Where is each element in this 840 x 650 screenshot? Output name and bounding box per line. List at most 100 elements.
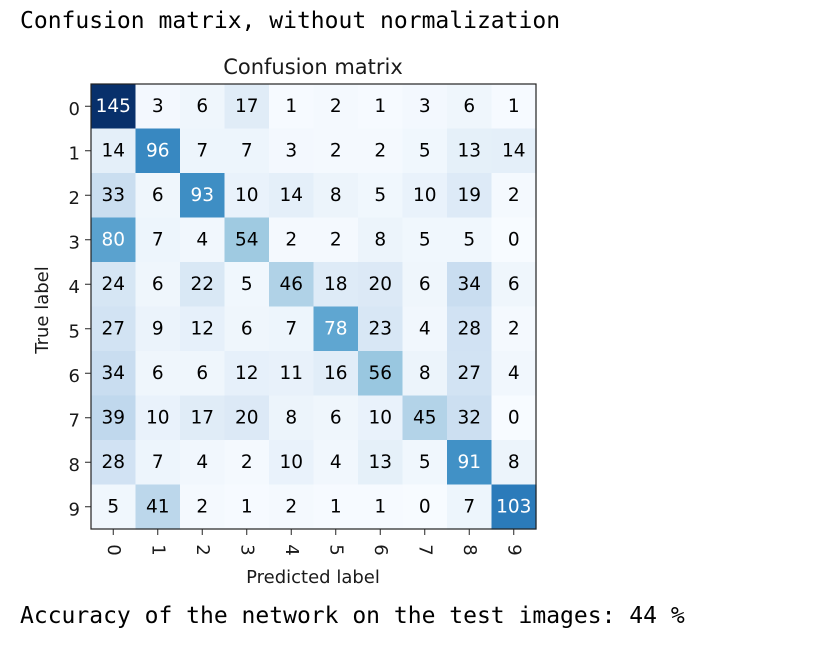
heatmap-cell [491,128,537,174]
cell-value-label: 16 [324,363,348,384]
cell-value-label: 46 [279,274,303,295]
cell-value-label: 80 [101,229,125,250]
cell-value-label: 56 [368,363,392,384]
cell-value-label: 1 [241,496,253,517]
heatmap-cell [402,262,448,308]
x-axis-ticks: 0 1 2 3 4 5 6 7 8 9 [103,529,524,556]
heatmap-cell [313,128,359,174]
console-header-line: Confusion matrix, without normalization [20,8,561,34]
y-tick-label: 7 [69,410,80,431]
heatmap-cell [313,440,359,486]
x-tick-label: 4 [281,544,302,555]
heatmap-cell [91,84,137,130]
cell-value-label: 23 [368,318,392,339]
heatmap-cell [313,351,359,397]
heatmap-cell [224,351,270,397]
cell-value-label: 93 [190,185,214,206]
cell-value-label: 6 [196,96,208,117]
cell-value-label: 2 [241,452,253,473]
heatmap-cell [313,395,359,441]
cell-value-label: 4 [330,452,342,473]
cell-value-label: 78 [324,318,348,339]
heatmap-cell [224,484,270,530]
cell-value-label: 0 [419,496,431,517]
x-tick-label: 0 [103,544,124,555]
cell-value-label: 2 [508,318,520,339]
heatmap-cell [447,217,493,263]
heatmap-cell [313,262,359,308]
cell-value-label: 41 [146,496,170,517]
x-tick-label: 6 [370,544,391,555]
heatmap-cell [135,173,181,219]
cell-value-label: 5 [419,452,431,473]
heatmap-cell [91,395,137,441]
heatmap-cell [91,484,137,530]
cell-value-label: 45 [413,407,437,428]
x-tick-label: 3 [236,544,257,555]
heatmap-cell [447,128,493,174]
heatmap-cell [135,128,181,174]
heatmap-cell [135,84,181,130]
heatmap-cell [224,395,270,441]
cell-value-label: 9 [152,318,164,339]
plot-frame [90,83,537,530]
heatmap-cell [402,306,448,352]
cell-value-label: 10 [413,185,437,206]
cell-value-label: 6 [419,274,431,295]
heatmap-cell [135,351,181,397]
cell-value-label: 6 [196,363,208,384]
cell-value-label: 24 [101,274,125,295]
heatmap-cell [269,84,315,130]
cell-value-label: 5 [419,140,431,161]
heatmap-cell [358,306,404,352]
cell-value-label: 7 [463,496,475,517]
y-tick-label: 1 [69,143,80,164]
cell-value-label: 11 [279,363,303,384]
heatmap-cell [447,440,493,486]
cell-value-label: 2 [330,96,342,117]
heatmap-cell [180,217,226,263]
cell-value-label: 7 [152,229,164,250]
heatmap-cell [491,440,537,486]
heatmap-cell [358,351,404,397]
cell-value-label: 32 [457,407,481,428]
heatmap-cell [135,484,181,530]
heatmap-cell [447,84,493,130]
heatmap-cell [491,84,537,130]
y-tick-label: 6 [69,366,80,387]
cell-value-label: 3 [152,96,164,117]
cell-value-label: 17 [235,96,259,117]
cell-value-label: 3 [285,140,297,161]
heatmap-cell [180,173,226,219]
heatmap-cell [180,395,226,441]
y-tick-label: 5 [69,321,80,342]
heatmap-cell [491,173,537,219]
cell-value-label: 8 [419,363,431,384]
heatmap-cell [91,173,137,219]
y-axis-ticks: 0 1 2 3 4 5 6 7 8 9 [69,99,91,520]
heatmap-cell [402,173,448,219]
cell-value-label: 145 [96,96,131,117]
heatmap-cell [91,262,137,308]
heatmap-cell [402,440,448,486]
cell-value-label: 22 [190,274,214,295]
cell-value-label: 6 [152,185,164,206]
x-tick-label: 5 [325,544,346,555]
heatmap-cell [180,262,226,308]
cell-value-label: 18 [324,274,348,295]
cell-value-label: 28 [101,452,125,473]
heatmap-cell [358,395,404,441]
heatmap-cell [269,128,315,174]
cell-value-label: 7 [285,318,297,339]
cell-value-label: 8 [330,185,342,206]
heatmap-cell [224,128,270,174]
heatmap-cell [224,306,270,352]
cell-value-label: 19 [457,185,481,206]
y-tick-label: 3 [69,232,80,253]
cell-value-label: 2 [374,140,386,161]
heatmap-cell [358,84,404,130]
heatmap-cell [269,262,315,308]
heatmap-cell [491,351,537,397]
y-tick-label: 0 [69,99,80,120]
